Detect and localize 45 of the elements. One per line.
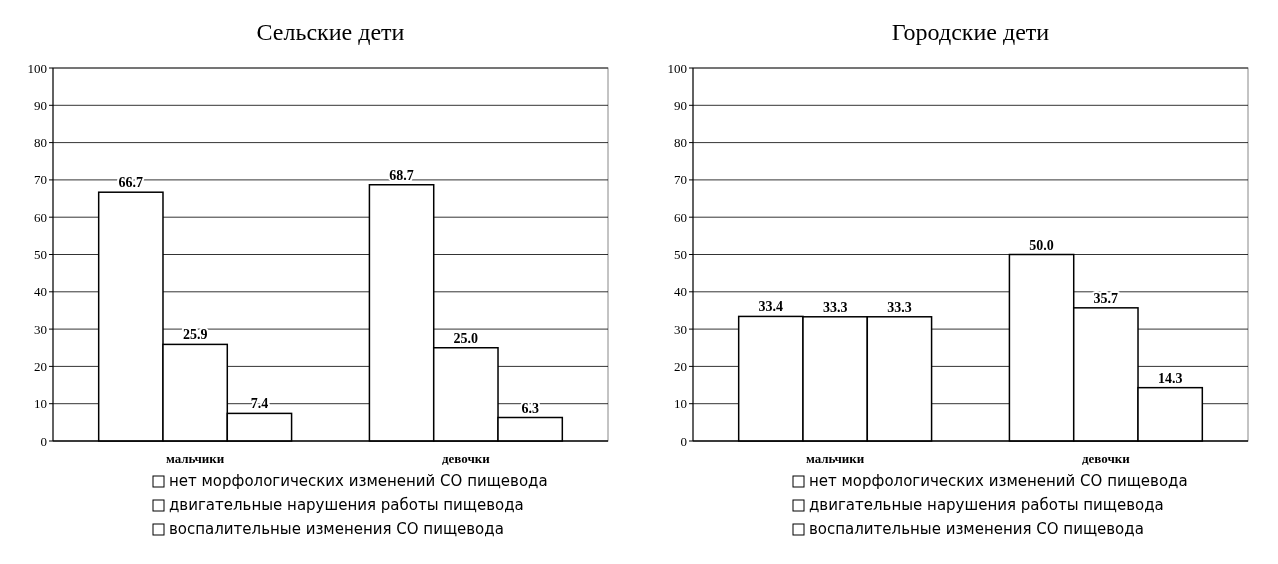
y-tick-label: 10	[34, 396, 47, 412]
y-tick-label: 50	[34, 247, 47, 263]
y-tick-label: 20	[34, 358, 47, 374]
x-tick-label: мальчики	[805, 451, 865, 466]
y-tick-label: 60	[34, 209, 47, 225]
y-tick-label: 100	[27, 60, 47, 76]
data-label: 6.3	[521, 400, 539, 416]
y-tick-label: 70	[34, 172, 47, 188]
x-tick-label: мальчики	[165, 451, 225, 466]
y-tick-label: 100	[667, 60, 687, 76]
data-label: 50.0	[1029, 237, 1054, 253]
chart-title: Сельские дети	[256, 19, 405, 45]
y-tick-label: 50	[674, 247, 687, 263]
y-tick-label: 0	[40, 433, 47, 449]
y-tick-label: 80	[34, 135, 47, 151]
y-tick-label: 90	[674, 97, 687, 113]
y-tick-label: 30	[34, 321, 47, 337]
y-tick-label: 80	[674, 135, 687, 151]
x-tick-label: девочки	[1081, 451, 1131, 466]
x-tick-label: девочки	[441, 451, 491, 466]
data-label: 33.3	[887, 299, 912, 315]
y-tick-label: 40	[34, 284, 47, 300]
legend-label: нет морфологических изменений СО пищевода	[809, 472, 1188, 490]
y-tick-label: 40	[674, 284, 687, 300]
y-tick-label: 90	[34, 97, 47, 113]
data-label: 33.4	[758, 299, 784, 315]
legend-label: воспалительные изменения СО пищевода	[169, 520, 504, 538]
data-label: 25.0	[453, 330, 479, 346]
data-label: 25.9	[182, 327, 208, 343]
legend-label: двигательные нарушения работы пищевода	[169, 496, 524, 514]
data-label: 14.3	[1157, 370, 1183, 386]
data-label: 35.7	[1093, 290, 1119, 306]
y-tick-label: 30	[674, 321, 687, 337]
y-tick-label: 70	[674, 172, 687, 188]
legend-label: воспалительные изменения СО пищевода	[809, 520, 1144, 538]
legend-label: нет морфологических изменений СО пищевода	[169, 472, 548, 490]
y-tick-label: 20	[674, 358, 687, 374]
legend-label: двигательные нарушения работы пищевода	[809, 496, 1164, 514]
data-label: 66.7	[118, 175, 144, 191]
chart-title: Городские дети	[891, 19, 1050, 45]
y-tick-label: 10	[674, 396, 687, 412]
data-label: 33.3	[822, 299, 848, 315]
y-tick-label: 60	[674, 209, 687, 225]
data-label: 68.7	[389, 167, 414, 183]
y-tick-label: 0	[680, 433, 687, 449]
